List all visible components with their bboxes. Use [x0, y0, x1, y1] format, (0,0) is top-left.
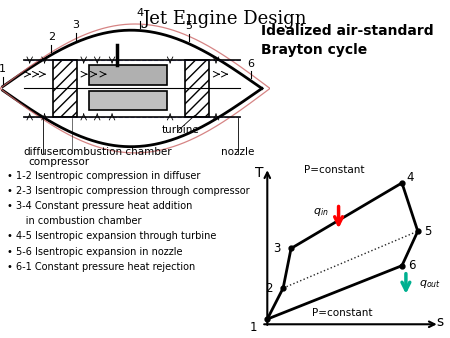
Text: compressor: compressor: [29, 157, 90, 167]
Bar: [53, 60, 77, 117]
Text: combustion chamber: combustion chamber: [61, 147, 171, 158]
Text: P=constant: P=constant: [312, 308, 373, 318]
Text: T: T: [255, 166, 264, 180]
Text: 3: 3: [274, 242, 281, 255]
Text: 2: 2: [48, 32, 55, 43]
Text: 5: 5: [185, 21, 193, 31]
Text: turbine: turbine: [162, 125, 200, 135]
Text: 2: 2: [266, 282, 273, 295]
Text: $q_{out}$: $q_{out}$: [418, 278, 441, 290]
Bar: [185, 60, 209, 117]
Text: nozzle: nozzle: [221, 147, 254, 158]
Text: • 1-2 Isentropic compression in diffuser
• 2-3 Isentropic compression through co: • 1-2 Isentropic compression in diffuser…: [7, 171, 250, 272]
Text: diffuser: diffuser: [23, 147, 63, 158]
Text: s: s: [436, 315, 444, 330]
Text: 4: 4: [406, 171, 414, 184]
Text: Jet Engine Design: Jet Engine Design: [143, 10, 307, 28]
Text: 1: 1: [0, 64, 6, 74]
Text: Idealized air-standard
Brayton cycle: Idealized air-standard Brayton cycle: [261, 24, 434, 57]
Text: 6: 6: [408, 259, 416, 272]
Text: P=constant: P=constant: [304, 165, 365, 175]
Bar: [89, 65, 167, 85]
Bar: [89, 91, 167, 110]
Text: 6: 6: [248, 58, 255, 69]
Text: 4: 4: [137, 8, 144, 18]
Text: 3: 3: [72, 20, 79, 30]
Text: $q_{in}$: $q_{in}$: [313, 206, 328, 218]
Text: 5: 5: [424, 225, 432, 238]
Text: 1: 1: [250, 321, 257, 334]
